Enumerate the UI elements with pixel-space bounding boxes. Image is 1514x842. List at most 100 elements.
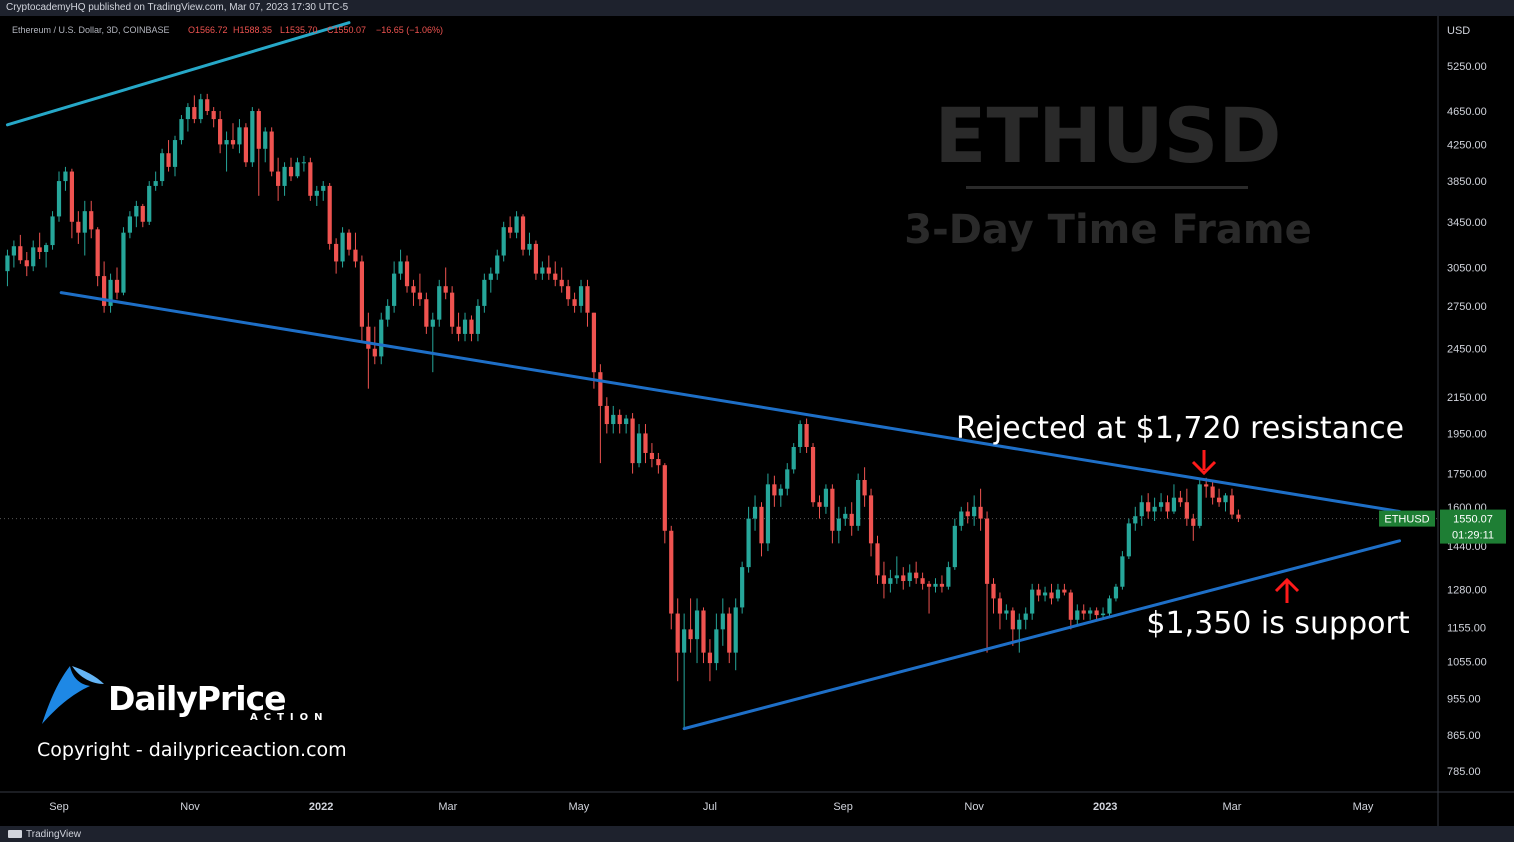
trendlines-group bbox=[5, 21, 1402, 731]
candle-body bbox=[791, 446, 796, 470]
candle bbox=[656, 452, 661, 474]
candle bbox=[707, 639, 713, 682]
candle-body bbox=[340, 232, 345, 262]
candle bbox=[810, 443, 816, 507]
candle-body bbox=[63, 171, 68, 182]
candle bbox=[611, 405, 616, 434]
candle bbox=[843, 506, 848, 526]
candle bbox=[385, 299, 390, 327]
candle bbox=[1184, 488, 1189, 526]
candle-body bbox=[533, 243, 539, 274]
candle-body bbox=[540, 267, 545, 274]
candle-body bbox=[624, 418, 629, 425]
candle bbox=[1210, 479, 1215, 505]
candle bbox=[997, 592, 1003, 630]
candle bbox=[823, 484, 829, 514]
candle bbox=[508, 216, 513, 239]
candle-body bbox=[1042, 592, 1048, 596]
candle-body bbox=[321, 185, 326, 191]
candle bbox=[411, 279, 416, 306]
candle bbox=[340, 227, 345, 268]
brand-logo-subtext: ACTION bbox=[250, 712, 329, 723]
candle bbox=[379, 312, 384, 365]
candle bbox=[752, 495, 758, 531]
candle bbox=[346, 229, 352, 256]
candle-body bbox=[450, 292, 455, 327]
candle-body bbox=[772, 484, 777, 496]
candle bbox=[965, 502, 970, 524]
candle bbox=[269, 127, 274, 177]
watermark-subtitle: 3-Day Time Frame bbox=[904, 207, 1311, 253]
price-tick-label: 3450.00 bbox=[1447, 217, 1487, 229]
candle bbox=[192, 95, 197, 124]
price-tick-label: 2150.00 bbox=[1447, 392, 1487, 404]
candle bbox=[785, 463, 790, 496]
candle bbox=[56, 171, 62, 222]
candle-body bbox=[5, 255, 10, 272]
support-label: $1,350 is support bbox=[1146, 606, 1409, 641]
candle bbox=[475, 299, 481, 342]
candle-body bbox=[740, 567, 745, 608]
candle-body bbox=[1068, 592, 1073, 620]
candle bbox=[836, 506, 841, 544]
candle bbox=[11, 240, 16, 268]
price-tick-label: 785.00 bbox=[1447, 766, 1481, 778]
candle-body bbox=[881, 575, 887, 584]
candle bbox=[1036, 583, 1041, 602]
candle bbox=[675, 598, 680, 682]
candle bbox=[624, 414, 629, 434]
candle bbox=[366, 312, 371, 389]
candle-body bbox=[817, 502, 822, 507]
candle bbox=[24, 251, 29, 277]
candle-body bbox=[578, 286, 584, 306]
candle-body bbox=[469, 319, 474, 334]
candle-body bbox=[192, 107, 197, 120]
candle bbox=[398, 249, 403, 280]
candle-body bbox=[1004, 610, 1009, 614]
candle-body bbox=[997, 598, 1003, 614]
candle bbox=[1126, 518, 1131, 560]
candle-body bbox=[727, 613, 732, 653]
candle bbox=[501, 221, 506, 262]
candle-body bbox=[256, 111, 261, 149]
candle-body bbox=[153, 181, 158, 186]
candle bbox=[127, 211, 132, 239]
candle-body bbox=[89, 211, 94, 230]
candle-body bbox=[1126, 523, 1131, 557]
candle bbox=[572, 292, 577, 313]
candle bbox=[31, 240, 36, 272]
candle bbox=[540, 261, 545, 280]
candle-body bbox=[359, 261, 365, 327]
candle bbox=[636, 424, 642, 468]
candle bbox=[1139, 495, 1144, 526]
candle-body bbox=[1030, 589, 1035, 614]
candlestick-chart[interactable]: ETHUSD 3-Day Time Frame Rejected at $1,7… bbox=[0, 16, 1514, 826]
candle bbox=[1107, 595, 1112, 617]
candle-body bbox=[198, 99, 203, 120]
candle-body bbox=[946, 567, 951, 587]
candle-body bbox=[1062, 589, 1067, 593]
candle-body bbox=[933, 583, 938, 587]
candle-body bbox=[1100, 613, 1106, 616]
watermark-title: ETHUSD bbox=[935, 91, 1282, 180]
candle-body bbox=[972, 506, 977, 517]
candle bbox=[314, 185, 319, 206]
candle-body bbox=[559, 279, 564, 287]
candle-body bbox=[56, 181, 62, 217]
candle-body bbox=[95, 229, 100, 277]
time-tick-label: Sep bbox=[49, 801, 69, 813]
candle bbox=[888, 569, 893, 593]
candle bbox=[1010, 607, 1015, 646]
candle-body bbox=[856, 479, 861, 526]
candle bbox=[946, 561, 951, 590]
time-axis-ticks[interactable]: Sep Nov 2022 Mar May Jul Sep Nov 2023 Mar May bbox=[49, 801, 1374, 813]
price-axis-background[interactable] bbox=[1438, 16, 1514, 826]
candle-body bbox=[404, 261, 410, 287]
candle bbox=[1023, 607, 1028, 630]
candle-body bbox=[649, 452, 655, 460]
candle-body bbox=[172, 140, 178, 167]
candle-body bbox=[984, 518, 990, 584]
candle bbox=[978, 488, 983, 531]
candle-body bbox=[140, 205, 145, 222]
candle bbox=[140, 203, 145, 228]
